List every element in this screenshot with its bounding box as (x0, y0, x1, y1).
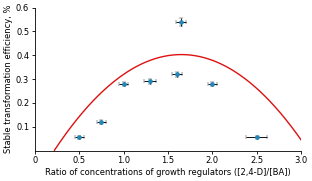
X-axis label: Ratio of concentrations of growth regulators ([2,4-D]/[BA]): Ratio of concentrations of growth regula… (45, 168, 291, 177)
Y-axis label: Stable transformation efficiency, %: Stable transformation efficiency, % (4, 5, 13, 153)
